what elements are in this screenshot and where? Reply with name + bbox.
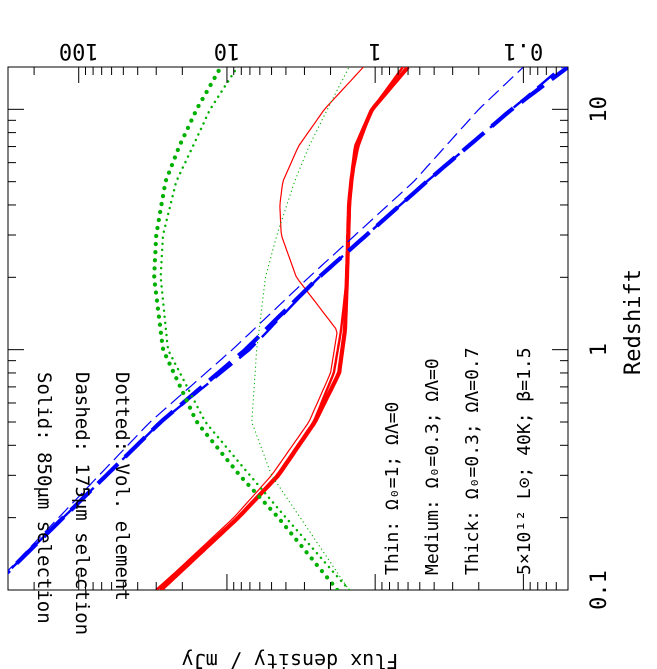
legend-solid: Solid: 850μm selection bbox=[33, 372, 55, 624]
y-tick-label: 10 bbox=[214, 38, 241, 63]
annotation-medium: Medium: Ω₀=0.3; ΩΛ=0 bbox=[422, 358, 443, 575]
series-dashed-thick bbox=[8, 67, 568, 575]
series-solid-thin bbox=[155, 67, 364, 590]
plot-frame bbox=[7, 66, 569, 591]
annotation-thick: Thick: Ω₀=0.3; ΩΛ=0.7 bbox=[462, 347, 483, 575]
x-tick-label: 1 bbox=[587, 343, 612, 356]
y-tick-label: 1 bbox=[369, 38, 382, 63]
annotation-parameters: 5×10¹² L⊙; 40K; β=1.5 bbox=[514, 347, 535, 575]
x-tick-label: 10 bbox=[587, 96, 612, 123]
labels-group: Redshift Flux density / mJy Solid: 850μm… bbox=[33, 269, 646, 669]
annotation-thin: Thin: Ω₀=1; ΩΛ=0 bbox=[382, 402, 403, 575]
series-dotted-thick bbox=[152, 67, 340, 590]
series-solid-thick bbox=[159, 67, 410, 590]
y-tick-label: 100 bbox=[59, 38, 99, 63]
legend-dashed: Dashed: 175μm selection bbox=[71, 372, 93, 635]
x-tick-label: 0.1 bbox=[587, 570, 612, 610]
y-tick-label: 0.1 bbox=[504, 38, 544, 63]
series-dashed-thin bbox=[8, 67, 524, 572]
legend-dotted: Dotted: Vol. element bbox=[111, 372, 133, 601]
plot-border bbox=[7, 66, 569, 591]
ticks-group: 0.1 1 10 0.1 1 10 100 bbox=[7, 38, 612, 610]
x-axis-label: Redshift bbox=[621, 269, 646, 375]
series-group bbox=[8, 67, 568, 590]
series-dotted-medium bbox=[159, 67, 351, 590]
y-axis-label: Flux density / mJy bbox=[182, 649, 399, 669]
